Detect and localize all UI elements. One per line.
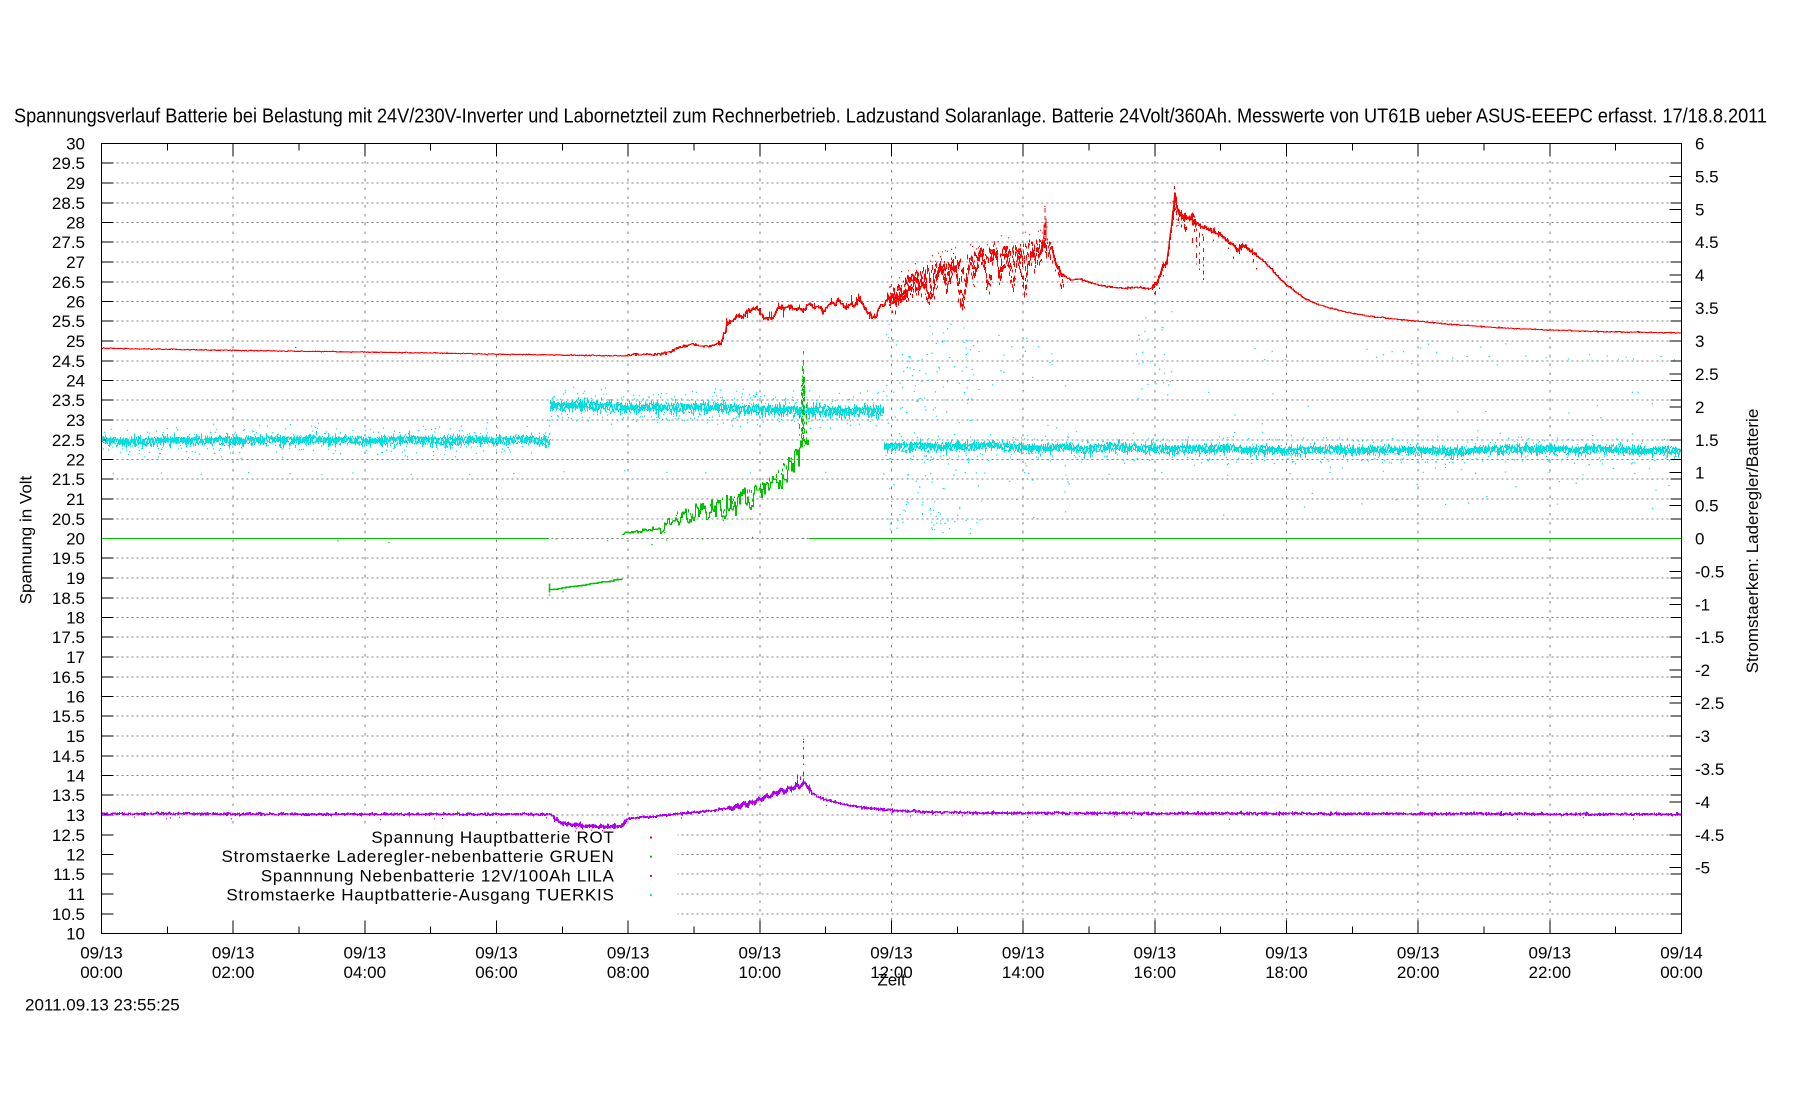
svg-text:10.5: 10.5 (52, 905, 85, 924)
svg-text:27.5: 27.5 (52, 233, 85, 252)
svg-text:14:00: 14:00 (1002, 963, 1045, 982)
svg-text:09/13: 09/13 (1002, 944, 1045, 963)
svg-text:02:00: 02:00 (212, 963, 255, 982)
svg-text:19.5: 19.5 (52, 549, 85, 568)
svg-text:20.5: 20.5 (52, 510, 85, 529)
svg-text:4.5: 4.5 (1695, 233, 1719, 252)
svg-text:-3: -3 (1695, 727, 1710, 746)
svg-text:18.5: 18.5 (52, 589, 85, 608)
svg-text:12.5: 12.5 (52, 826, 85, 845)
svg-text:09/13: 09/13 (739, 944, 782, 963)
svg-text:09/13: 09/13 (475, 944, 518, 963)
svg-text:1.5: 1.5 (1695, 431, 1719, 450)
svg-text:06:00: 06:00 (475, 963, 518, 982)
svg-text:-2: -2 (1695, 661, 1710, 680)
svg-text:-4.5: -4.5 (1695, 826, 1724, 845)
svg-text:Stromstaerke Laderegler-nebenb: Stromstaerke Laderegler-nebenbatterie GR… (222, 847, 615, 866)
svg-text:10: 10 (66, 925, 85, 944)
svg-text:-5: -5 (1695, 859, 1710, 878)
svg-text:11.5: 11.5 (53, 865, 85, 884)
svg-text:12: 12 (66, 846, 85, 865)
svg-text:25: 25 (66, 332, 85, 351)
svg-text:25.5: 25.5 (52, 312, 85, 331)
svg-text:09/13: 09/13 (607, 944, 650, 963)
svg-text:09/13: 09/13 (212, 944, 255, 963)
svg-text:5: 5 (1695, 200, 1704, 219)
svg-text:00:00: 00:00 (1660, 963, 1703, 982)
svg-text:2: 2 (1695, 398, 1704, 417)
svg-text:Spannnung Nebenbatterie 12V/10: Spannnung Nebenbatterie 12V/100Ah LILA (261, 866, 615, 885)
svg-text:2011.09.13 23:55:25: 2011.09.13 23:55:25 (25, 996, 180, 1015)
svg-text:Spannung Hauptbatterie ROT: Spannung Hauptbatterie ROT (371, 828, 614, 847)
svg-text:09/14: 09/14 (1660, 944, 1703, 963)
svg-text:5.5: 5.5 (1695, 167, 1719, 186)
svg-text:24.5: 24.5 (52, 352, 85, 371)
svg-text:Stromstaerke Hauptbatterie-Aus: Stromstaerke Hauptbatterie-Ausgang TUERK… (226, 886, 614, 905)
svg-text:0: 0 (1695, 530, 1704, 549)
svg-text:09/13: 09/13 (1134, 944, 1177, 963)
svg-text:-2.5: -2.5 (1695, 694, 1724, 713)
svg-text:09/13: 09/13 (1397, 944, 1440, 963)
svg-text:4: 4 (1695, 266, 1704, 285)
svg-text:09/13: 09/13 (80, 944, 123, 963)
svg-text:17.5: 17.5 (52, 628, 85, 647)
svg-text:Zeit: Zeit (877, 971, 906, 990)
svg-text:26: 26 (66, 293, 85, 312)
svg-text:2.5: 2.5 (1695, 365, 1719, 384)
svg-text:3.5: 3.5 (1695, 299, 1719, 318)
svg-text:Stromstaerken: Laderegler/Batt: Stromstaerken: Laderegler/Batterie (1743, 409, 1762, 674)
svg-text:27: 27 (66, 253, 85, 272)
svg-text:16: 16 (66, 688, 85, 707)
svg-text:-3.5: -3.5 (1695, 760, 1724, 779)
svg-text:22:00: 22:00 (1529, 963, 1572, 982)
svg-text:15.5: 15.5 (52, 707, 85, 726)
svg-text:08:00: 08:00 (607, 963, 650, 982)
svg-text:21.5: 21.5 (52, 470, 85, 489)
svg-text:18: 18 (66, 609, 85, 628)
svg-text:24: 24 (66, 372, 85, 391)
svg-text:29: 29 (66, 174, 85, 193)
svg-text:14.5: 14.5 (52, 747, 85, 766)
svg-text:09/13: 09/13 (1265, 944, 1308, 963)
svg-text:23: 23 (66, 411, 85, 430)
svg-text:30: 30 (66, 135, 85, 154)
svg-text:29.5: 29.5 (52, 154, 85, 173)
svg-text:0.5: 0.5 (1695, 497, 1719, 516)
svg-text:1: 1 (1695, 464, 1704, 483)
svg-text:19: 19 (66, 569, 85, 588)
svg-text:13.5: 13.5 (52, 786, 85, 805)
svg-text:04:00: 04:00 (344, 963, 387, 982)
svg-text:Spannung in Volt: Spannung in Volt (17, 475, 36, 604)
svg-text:20:00: 20:00 (1397, 963, 1440, 982)
svg-text:12:00: 12:00 (870, 963, 913, 982)
svg-text:3: 3 (1695, 332, 1704, 351)
svg-text:15: 15 (66, 727, 85, 746)
svg-text:Spannungsverlauf Batterie bei: Spannungsverlauf Batterie bei Belastung … (14, 105, 1767, 128)
svg-text:09/13: 09/13 (1529, 944, 1572, 963)
svg-text:26.5: 26.5 (52, 273, 85, 292)
svg-text:-1: -1 (1695, 595, 1710, 614)
svg-text:13: 13 (66, 806, 85, 825)
svg-text:16:00: 16:00 (1134, 963, 1177, 982)
svg-text:22.5: 22.5 (52, 431, 85, 450)
svg-text:09/13: 09/13 (344, 944, 387, 963)
svg-text:09/13: 09/13 (870, 944, 913, 963)
svg-text:17: 17 (66, 648, 85, 667)
svg-text:-4: -4 (1695, 793, 1710, 812)
svg-text:11: 11 (67, 885, 85, 904)
svg-text:14: 14 (66, 767, 85, 786)
svg-text:-0.5: -0.5 (1695, 562, 1724, 581)
svg-text:6: 6 (1695, 135, 1704, 154)
svg-text:-1.5: -1.5 (1695, 628, 1724, 647)
svg-text:10:00: 10:00 (739, 963, 782, 982)
svg-text:23.5: 23.5 (52, 391, 85, 410)
svg-text:22: 22 (66, 451, 85, 470)
svg-text:20: 20 (66, 530, 85, 549)
svg-text:21: 21 (66, 490, 85, 509)
svg-text:00:00: 00:00 (80, 963, 123, 982)
svg-text:28: 28 (66, 214, 85, 233)
svg-text:16.5: 16.5 (52, 668, 85, 687)
svg-text:18:00: 18:00 (1265, 963, 1308, 982)
svg-text:28.5: 28.5 (52, 194, 85, 213)
